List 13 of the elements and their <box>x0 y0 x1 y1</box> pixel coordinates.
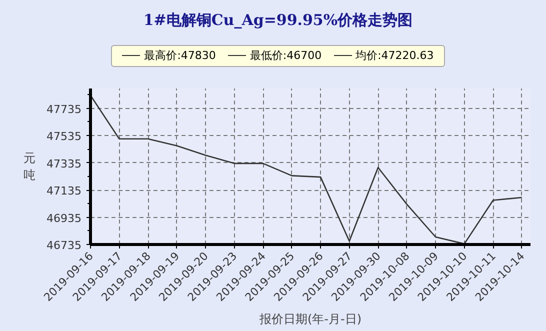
text: 均价:47220.63 <box>354 49 434 62</box>
y-tick-label: 47535 <box>46 130 82 144</box>
y-tick-label: 46935 <box>46 212 82 225</box>
y-tick-label: 47735 <box>46 102 82 116</box>
y-axis-title: 元吨 <box>24 151 36 182</box>
text: 最低价:46700 <box>248 49 322 62</box>
y-tick-label: 47135 <box>46 184 82 198</box>
text: 最高价:47830 <box>143 49 216 62</box>
y-tick-label: 47335 <box>46 157 82 170</box>
y-tick-label: 46735 <box>46 239 82 252</box>
chart-title: 1#电解铜Cu_Ag=99.95%价格走势图 <box>143 10 413 31</box>
line-series <box>90 94 523 244</box>
x-axis-title: 报价日期(年-月-日) <box>258 312 362 326</box>
